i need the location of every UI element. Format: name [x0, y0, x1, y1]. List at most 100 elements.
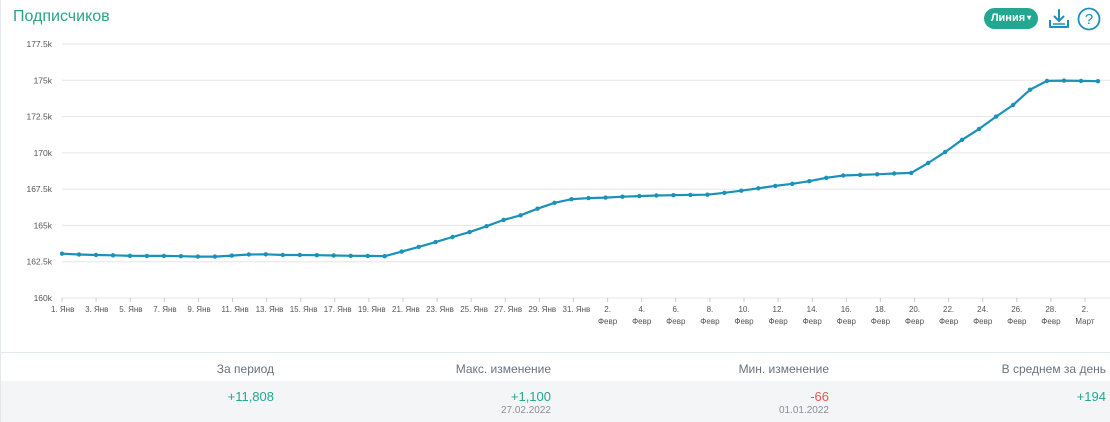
data-point	[705, 192, 710, 197]
data-point	[450, 234, 455, 240]
data-point	[365, 253, 370, 259]
data-point	[195, 254, 201, 259]
stat-date-min-change: 01.01.2022	[778, 405, 829, 416]
data-point	[909, 170, 914, 176]
data-point	[76, 252, 82, 257]
stats-header-row: За период Макс. изменение Мин. изменение…	[1, 353, 1110, 381]
data-point	[246, 252, 251, 257]
subscribers-line-chart: 160k 162.5k 165k 167.5k 170k 172.5k 175k 177.5k…	[26, 39, 1110, 326]
y-tick-label: 167.5k	[26, 184, 52, 194]
x-tick-label-line2: Февр	[666, 317, 686, 326]
x-tick-label: 13. Янв	[256, 305, 284, 314]
data-point	[993, 114, 999, 119]
data-point	[671, 193, 676, 198]
x-tick-label-line2: Февр	[1007, 317, 1027, 326]
data-point	[59, 251, 65, 256]
data-point	[824, 175, 829, 180]
data-point	[501, 217, 506, 223]
stat-date-max-change: 27.02.2022	[500, 405, 551, 416]
data-point	[212, 254, 218, 259]
data-point	[858, 172, 863, 178]
x-tick-label: 23. Янв	[426, 305, 454, 314]
x-tick-label: 6.	[672, 305, 679, 314]
x-tick-label: 27. Янв	[494, 305, 522, 314]
data-point	[1010, 102, 1016, 108]
x-tick-label: 19. Янв	[358, 305, 386, 314]
data-point	[620, 194, 625, 199]
stat-label-max-change: Макс. изменение	[455, 362, 551, 376]
x-tick-label: 5. Янв	[119, 305, 142, 314]
stats-values-row: +11,808 +1,100 27.02.2022 -66 01.01.2022…	[1, 381, 1110, 422]
data-point	[976, 126, 982, 132]
data-point	[942, 149, 948, 155]
stat-value-max-change: +1,100	[510, 389, 551, 404]
stat-label-period: За период	[216, 362, 274, 376]
download-button[interactable]	[1047, 7, 1071, 31]
x-tick-label: 15. Янв	[290, 305, 318, 314]
data-point	[280, 252, 285, 258]
y-tick-label: 170k	[34, 148, 53, 158]
data-point	[722, 190, 727, 195]
x-tick-label-line2: Февр	[871, 317, 891, 326]
y-tick-label: 172.5k	[26, 112, 52, 122]
x-tick-label-line2: Март	[1075, 317, 1094, 326]
x-tick-label: 9. Янв	[187, 305, 210, 314]
x-tick-label-line2: Февр	[700, 317, 720, 326]
data-point	[467, 229, 472, 235]
x-tick-label: 26.	[1011, 305, 1022, 314]
x-tick-label: 12.	[773, 305, 784, 314]
stat-label-min-change: Мин. изменение	[738, 362, 829, 376]
data-point	[535, 206, 540, 211]
x-tick-label-line2: Февр	[905, 317, 925, 326]
data-point	[1095, 79, 1101, 84]
data-point	[773, 183, 778, 189]
x-tick-label: 24.	[977, 305, 988, 314]
stat-label-daily-average: В среднем за день	[1001, 362, 1106, 376]
stats-panel: За период Макс. изменение Мин. изменение…	[1, 352, 1110, 422]
data-point	[1027, 87, 1033, 92]
x-tick-label: 10.	[738, 305, 749, 314]
help-button[interactable]: ?	[1077, 7, 1101, 31]
data-point	[1061, 78, 1067, 83]
data-point	[756, 186, 761, 191]
data-point	[739, 188, 744, 193]
x-tick-label-line2: Февр	[973, 317, 993, 326]
x-tick-label: 28.	[1045, 305, 1056, 314]
data-point	[433, 239, 438, 245]
data-point	[382, 254, 387, 259]
data-point	[790, 181, 795, 186]
x-tick-label: 21. Янв	[392, 305, 420, 314]
x-tick-label: 29. Янв	[528, 305, 556, 314]
x-tick-label-line2: Февр	[837, 317, 857, 326]
x-tick-label: 4.	[638, 305, 645, 314]
x-tick-label-line2: Февр	[1041, 317, 1061, 326]
data-point	[331, 253, 336, 258]
data-point	[841, 173, 846, 178]
chart-type-label: Линия	[990, 12, 1026, 24]
x-tick-label-line2: Февр	[598, 317, 618, 326]
y-tick-label: 165k	[34, 220, 53, 230]
data-point	[518, 213, 523, 218]
data-point	[892, 171, 897, 176]
chart-type-dropdown[interactable]: Линия ▾	[984, 8, 1038, 29]
x-tick-label: 1. Янв	[51, 305, 74, 314]
x-tick-label: 31. Янв	[563, 305, 591, 314]
data-point	[314, 253, 319, 258]
x-tick-label: 11. Янв	[222, 305, 249, 314]
data-point	[110, 253, 116, 258]
x-tick-label-line2: Февр	[632, 317, 652, 326]
data-point	[552, 200, 557, 205]
data-point	[569, 197, 574, 202]
svg-text:?: ?	[1085, 11, 1093, 28]
x-tick-label: 7. Янв	[153, 305, 176, 314]
x-tick-label: 22.	[943, 305, 954, 314]
y-tick-label: 162.5k	[26, 257, 52, 267]
series-line	[61, 79, 1099, 258]
stat-value-period: +11,808	[227, 389, 274, 404]
x-tick-label-line2: Февр	[803, 317, 823, 326]
data-point	[297, 252, 302, 258]
data-point	[161, 253, 167, 259]
data-point	[807, 179, 812, 184]
data-point	[654, 193, 659, 198]
